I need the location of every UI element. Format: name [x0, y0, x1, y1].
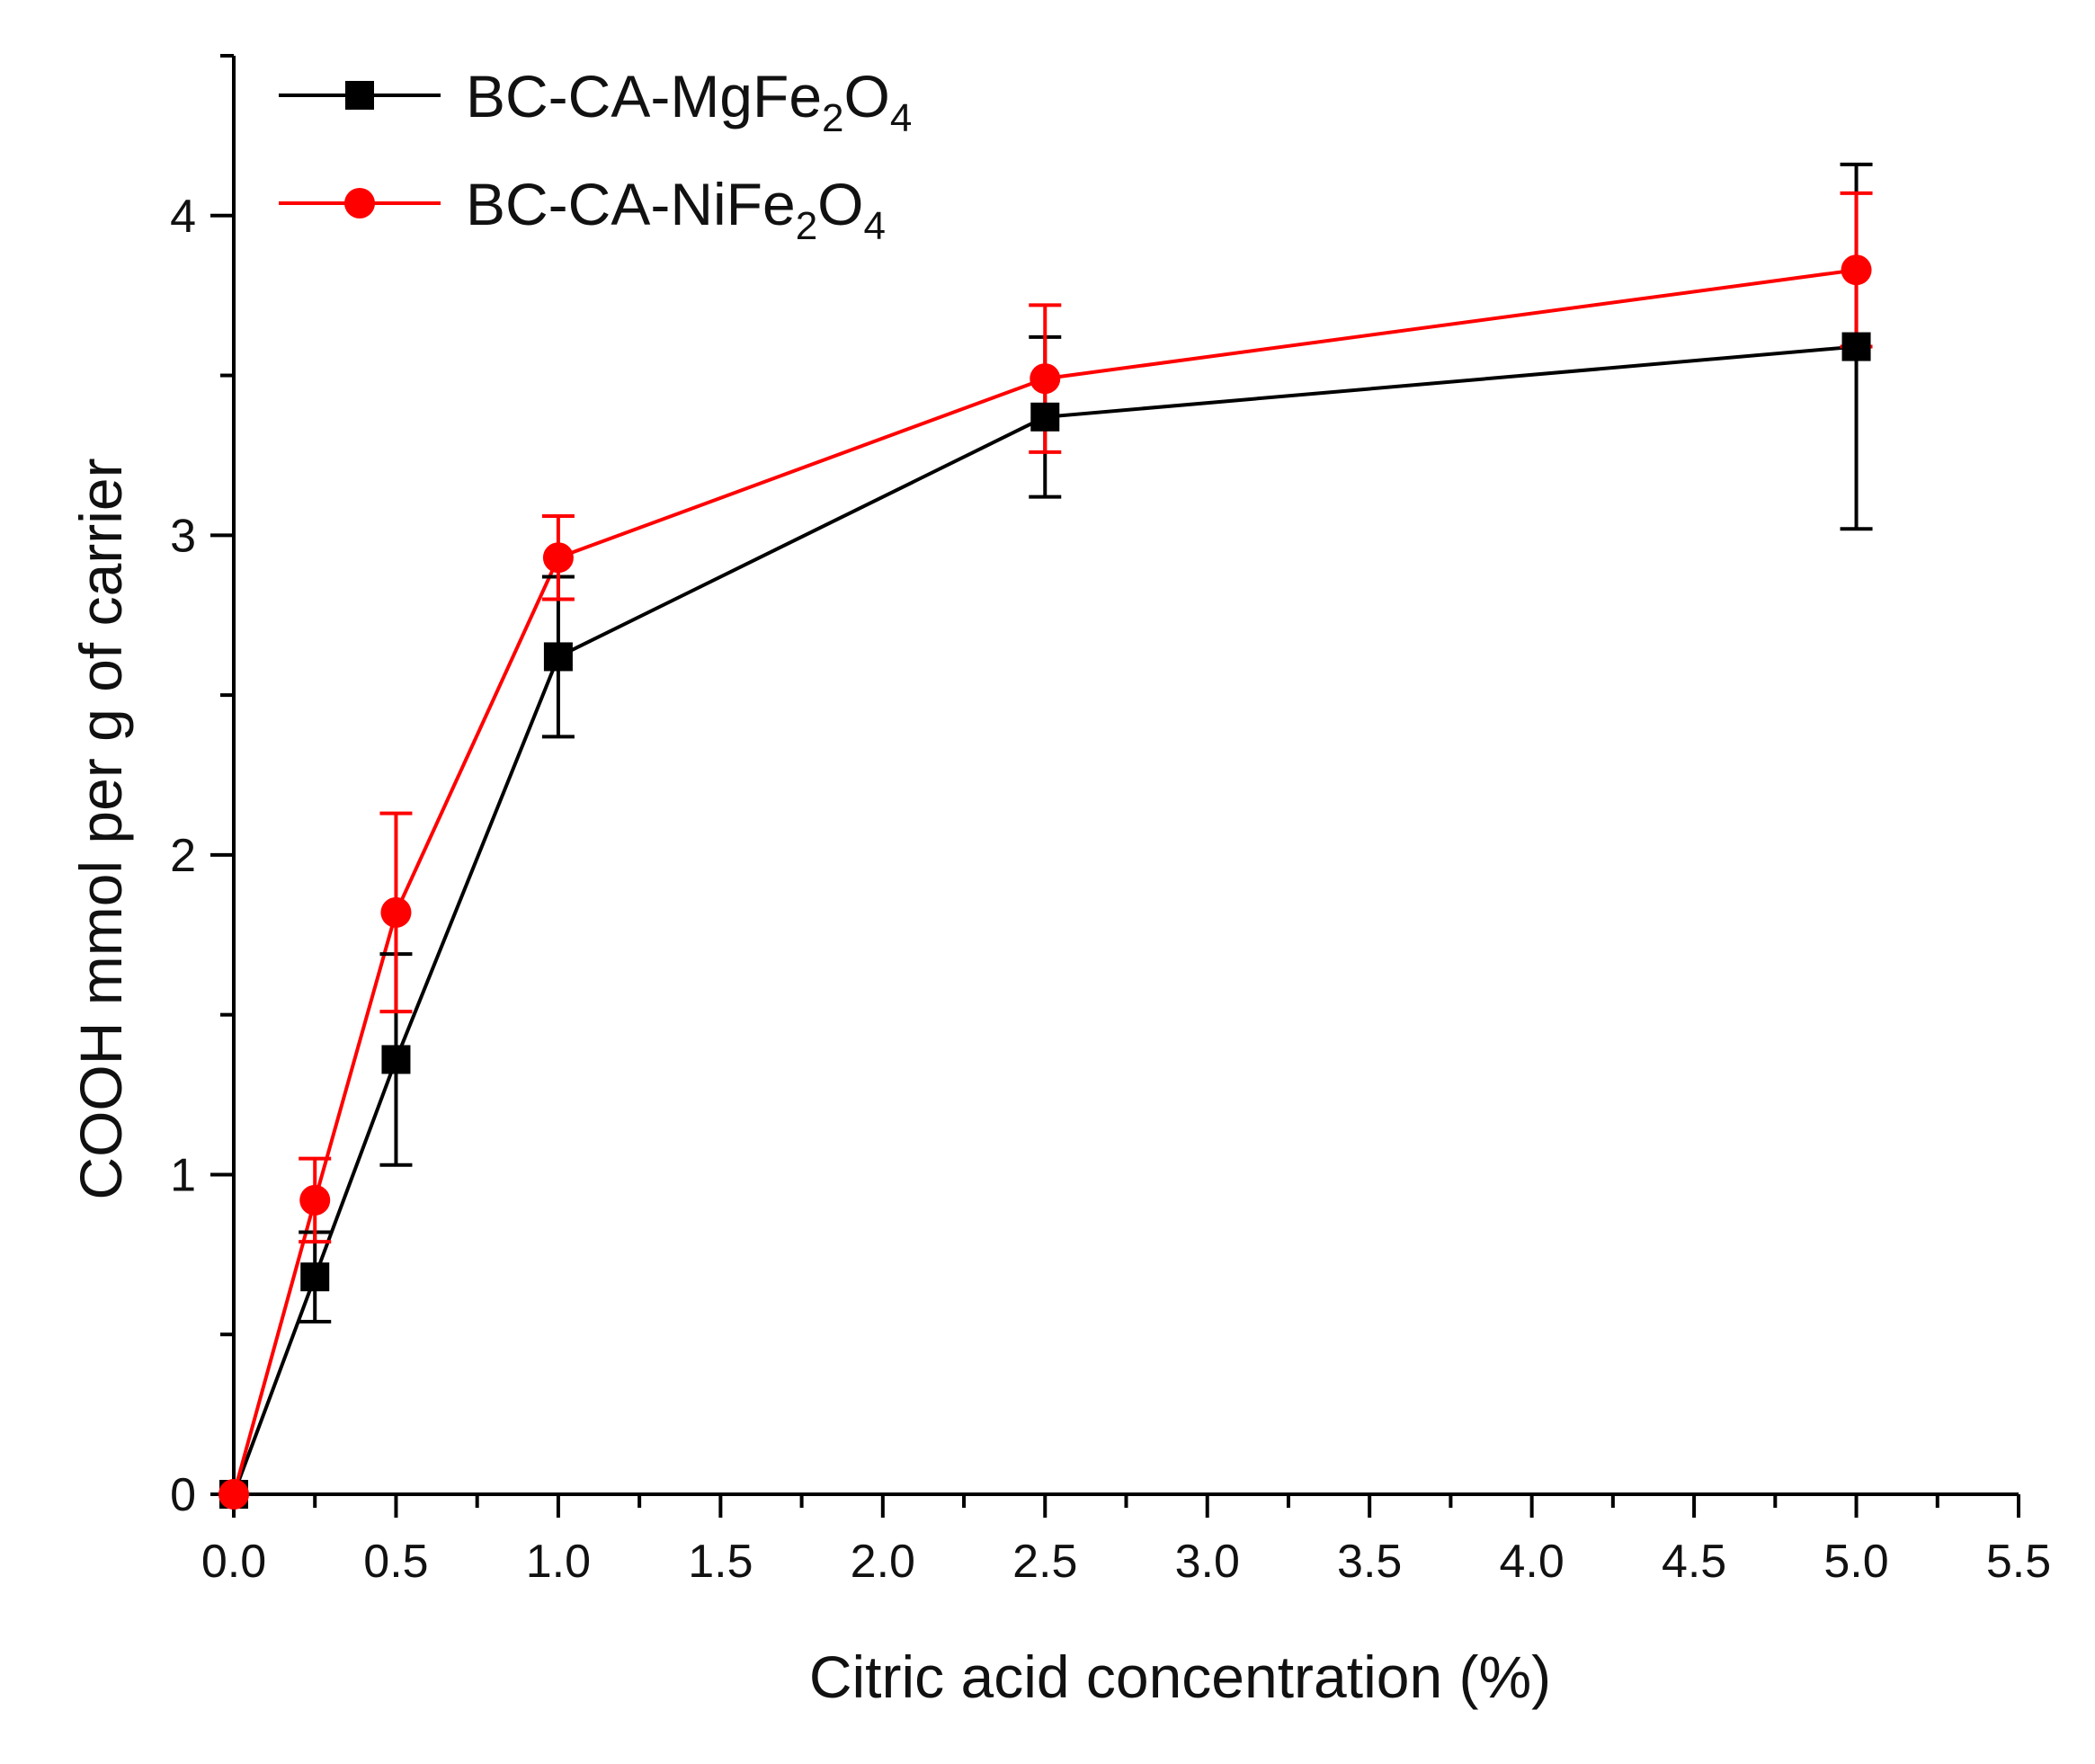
legend-label-nife2o4: BC-CA-NiFe2O4	[466, 171, 886, 248]
x-tick-label: 3.0	[1175, 1536, 1240, 1588]
legend-text-part: O	[844, 63, 890, 129]
data-point-mgfe2o4	[381, 1045, 411, 1074]
axes-layer: 0.0 0.5 1.0 1.5 2.0 2.5 3.0 3.5 4.0 4.5 5.0 5.5 0 1 2 3…	[170, 54, 2051, 1588]
legend-entry-nife2o4: BC-CA-NiFe2O4	[279, 171, 886, 248]
y-tick-label: 4	[170, 191, 196, 243]
x-tick-label: 5.0	[1823, 1536, 1888, 1588]
x-tick-label: 4.0	[1499, 1536, 1564, 1588]
y-tick-label: 2	[170, 830, 196, 882]
data-point-nife2o4	[1030, 363, 1061, 395]
x-tick-label: 5.5	[1986, 1536, 2051, 1588]
series-lines-layer	[232, 268, 1857, 1495]
x-tick-label: 1.0	[526, 1536, 591, 1588]
x-axis-title: Citric acid concentration (%)	[809, 1644, 1551, 1710]
y-tick-label: 0	[170, 1469, 196, 1521]
y-tick-label: 3	[170, 510, 196, 562]
data-point-nife2o4	[380, 896, 412, 928]
data-point-mgfe2o4	[1030, 402, 1060, 432]
data-point-nife2o4	[299, 1184, 331, 1216]
legend-marker-mgfe2o4	[345, 81, 374, 110]
data-point-nife2o4	[218, 1479, 249, 1510]
legend-subscript: 4	[890, 96, 912, 140]
data-point-nife2o4	[1841, 254, 1872, 286]
legend-subscript: 4	[864, 204, 886, 248]
x-tick-label: 4.5	[1662, 1536, 1726, 1588]
legend-subscript: 2	[822, 96, 843, 140]
data-point-mgfe2o4	[300, 1262, 330, 1292]
series-line-mgfe2o4	[232, 344, 1857, 1495]
legend-text-part: BC-CA-NiFe	[466, 171, 796, 237]
data-point-mgfe2o4	[543, 642, 573, 672]
data-point-nife2o4	[542, 542, 574, 574]
x-tick-label: 1.5	[688, 1536, 753, 1588]
y-tick-label: 1	[170, 1149, 196, 1201]
legend-text-part: BC-CA-MgFe	[466, 63, 822, 129]
y-axis-title: COOH mmol per g of carrier	[67, 458, 134, 1199]
legend-subscript: 2	[796, 204, 817, 248]
x-tick-label: 0.5	[363, 1536, 428, 1588]
error-bars-layer	[299, 162, 1873, 1323]
legend-label-mgfe2o4: BC-CA-MgFe2O4	[466, 63, 912, 140]
data-point-mgfe2o4	[1841, 332, 1871, 361]
legend-text-part: O	[817, 171, 863, 237]
series-line-nife2o4	[232, 268, 1857, 1495]
x-tick-label: 2.5	[1012, 1536, 1077, 1588]
legend-entry-mgfe2o4: BC-CA-MgFe2O4	[279, 63, 912, 140]
x-tick-label: 3.5	[1337, 1536, 1402, 1588]
x-tick-label: 2.0	[851, 1536, 915, 1588]
markers-layer	[218, 254, 1872, 1510]
legend-marker-nife2o4	[344, 188, 375, 218]
x-tick-label: 0.0	[201, 1536, 266, 1588]
